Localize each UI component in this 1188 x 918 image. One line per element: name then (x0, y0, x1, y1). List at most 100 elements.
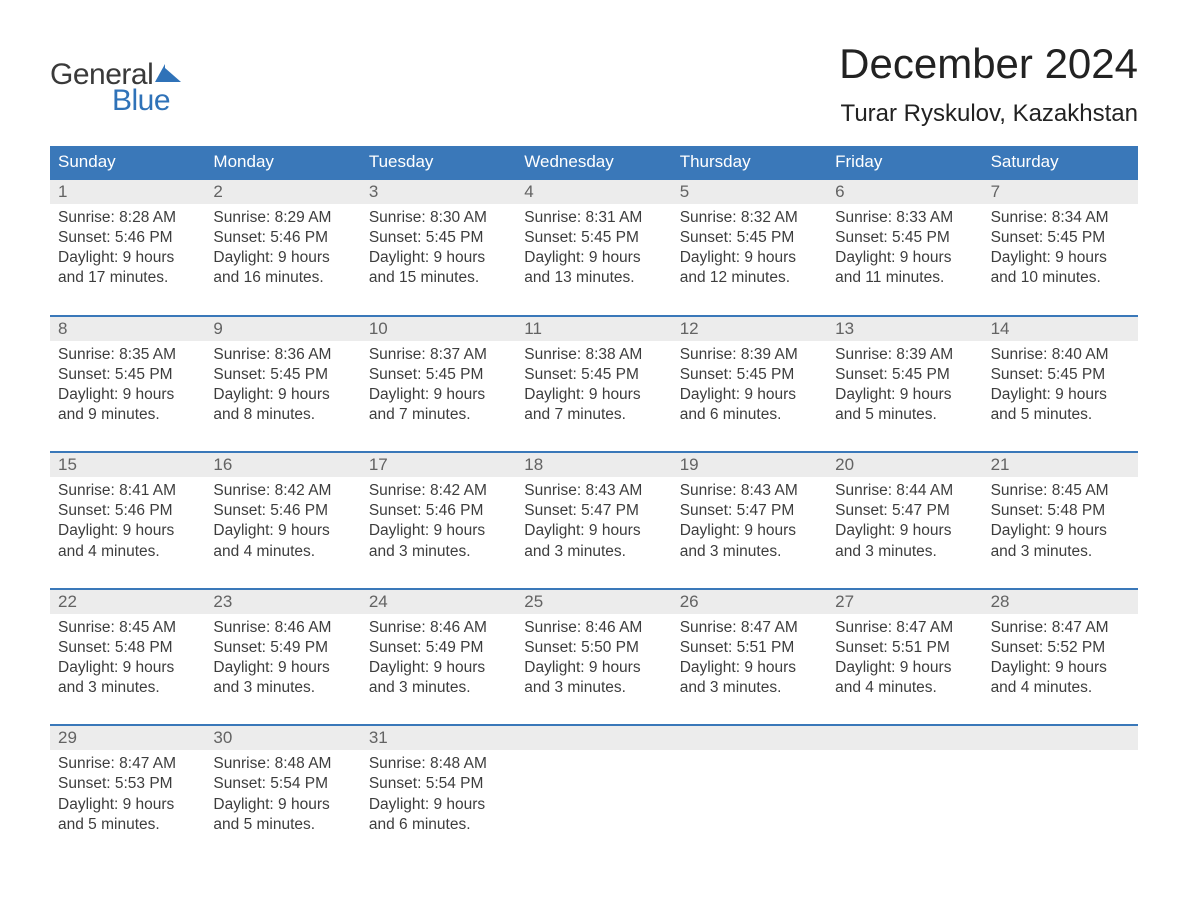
daylight-line2: and 4 minutes. (991, 678, 1130, 698)
daylight-line1: Daylight: 9 hours (213, 521, 352, 541)
day-cell: Sunrise: 8:40 AMSunset: 5:45 PMDaylight:… (983, 341, 1138, 434)
sunset-text: Sunset: 5:45 PM (369, 228, 508, 248)
day-number: 23 (205, 590, 360, 614)
sunset-text: Sunset: 5:49 PM (213, 638, 352, 658)
day-number: 8 (50, 317, 205, 341)
day-number-row: 293031 (50, 726, 1138, 750)
weekday-header: Friday (827, 146, 982, 178)
day-cell: Sunrise: 8:47 AMSunset: 5:51 PMDaylight:… (827, 614, 982, 707)
day-cell: Sunrise: 8:47 AMSunset: 5:51 PMDaylight:… (672, 614, 827, 707)
sunset-text: Sunset: 5:45 PM (835, 365, 974, 385)
daylight-line1: Daylight: 9 hours (991, 385, 1130, 405)
sunset-text: Sunset: 5:46 PM (369, 501, 508, 521)
daylight-line1: Daylight: 9 hours (835, 658, 974, 678)
day-number (672, 726, 827, 750)
daylight-line2: and 3 minutes. (835, 542, 974, 562)
day-number (516, 726, 671, 750)
day-number: 26 (672, 590, 827, 614)
daylight-line2: and 5 minutes. (58, 815, 197, 835)
sunset-text: Sunset: 5:45 PM (213, 365, 352, 385)
day-cell: Sunrise: 8:47 AMSunset: 5:52 PMDaylight:… (983, 614, 1138, 707)
day-number: 10 (361, 317, 516, 341)
sunset-text: Sunset: 5:45 PM (58, 365, 197, 385)
month-title: December 2024 (839, 40, 1138, 88)
sunrise-text: Sunrise: 8:35 AM (58, 345, 197, 365)
daylight-line1: Daylight: 9 hours (835, 248, 974, 268)
day-cell: Sunrise: 8:29 AMSunset: 5:46 PMDaylight:… (205, 204, 360, 297)
sunrise-text: Sunrise: 8:42 AM (369, 481, 508, 501)
day-number: 15 (50, 453, 205, 477)
day-number: 6 (827, 180, 982, 204)
day-cell: Sunrise: 8:45 AMSunset: 5:48 PMDaylight:… (50, 614, 205, 707)
day-cell: Sunrise: 8:33 AMSunset: 5:45 PMDaylight:… (827, 204, 982, 297)
day-cell: Sunrise: 8:35 AMSunset: 5:45 PMDaylight:… (50, 341, 205, 434)
day-number: 4 (516, 180, 671, 204)
day-number: 14 (983, 317, 1138, 341)
day-cell: Sunrise: 8:41 AMSunset: 5:46 PMDaylight:… (50, 477, 205, 570)
day-cell: Sunrise: 8:48 AMSunset: 5:54 PMDaylight:… (205, 750, 360, 843)
daylight-line2: and 4 minutes. (213, 542, 352, 562)
sunset-text: Sunset: 5:47 PM (835, 501, 974, 521)
sunrise-text: Sunrise: 8:31 AM (524, 208, 663, 228)
day-number-row: 1234567 (50, 180, 1138, 204)
day-number: 29 (50, 726, 205, 750)
daylight-line2: and 4 minutes. (835, 678, 974, 698)
daylight-line2: and 13 minutes. (524, 268, 663, 288)
daylight-line2: and 16 minutes. (213, 268, 352, 288)
sunset-text: Sunset: 5:45 PM (369, 365, 508, 385)
day-cell: Sunrise: 8:43 AMSunset: 5:47 PMDaylight:… (672, 477, 827, 570)
day-number: 20 (827, 453, 982, 477)
daylight-line1: Daylight: 9 hours (680, 521, 819, 541)
daylight-line1: Daylight: 9 hours (369, 385, 508, 405)
daylight-line2: and 3 minutes. (524, 678, 663, 698)
sunset-text: Sunset: 5:45 PM (991, 365, 1130, 385)
day-cell (983, 750, 1138, 843)
sunset-text: Sunset: 5:45 PM (524, 365, 663, 385)
daylight-line1: Daylight: 9 hours (680, 248, 819, 268)
daylight-line2: and 4 minutes. (58, 542, 197, 562)
daylight-line2: and 5 minutes. (835, 405, 974, 425)
sunrise-text: Sunrise: 8:37 AM (369, 345, 508, 365)
sunset-text: Sunset: 5:51 PM (680, 638, 819, 658)
day-cell: Sunrise: 8:39 AMSunset: 5:45 PMDaylight:… (672, 341, 827, 434)
sunrise-text: Sunrise: 8:44 AM (835, 481, 974, 501)
daylight-line2: and 15 minutes. (369, 268, 508, 288)
calendar-week: 891011121314Sunrise: 8:35 AMSunset: 5:45… (50, 315, 1138, 434)
day-cell: Sunrise: 8:32 AMSunset: 5:45 PMDaylight:… (672, 204, 827, 297)
day-number: 27 (827, 590, 982, 614)
day-number-row: 22232425262728 (50, 590, 1138, 614)
sunrise-text: Sunrise: 8:39 AM (835, 345, 974, 365)
weekday-header-row: Sunday Monday Tuesday Wednesday Thursday… (50, 146, 1138, 178)
day-number: 30 (205, 726, 360, 750)
sunrise-text: Sunrise: 8:46 AM (213, 618, 352, 638)
sunrise-text: Sunrise: 8:47 AM (991, 618, 1130, 638)
sunset-text: Sunset: 5:47 PM (524, 501, 663, 521)
daylight-line2: and 3 minutes. (369, 542, 508, 562)
daylight-line1: Daylight: 9 hours (213, 248, 352, 268)
daylight-line1: Daylight: 9 hours (213, 795, 352, 815)
sunset-text: Sunset: 5:46 PM (213, 228, 352, 248)
daylight-line2: and 3 minutes. (213, 678, 352, 698)
day-cell: Sunrise: 8:37 AMSunset: 5:45 PMDaylight:… (361, 341, 516, 434)
calendar-week: 293031Sunrise: 8:47 AMSunset: 5:53 PMDay… (50, 724, 1138, 843)
sunrise-text: Sunrise: 8:40 AM (991, 345, 1130, 365)
day-number: 24 (361, 590, 516, 614)
daylight-line2: and 12 minutes. (680, 268, 819, 288)
daylight-line1: Daylight: 9 hours (524, 658, 663, 678)
calendar-week: 1234567Sunrise: 8:28 AMSunset: 5:46 PMDa… (50, 178, 1138, 297)
daylight-line2: and 3 minutes. (369, 678, 508, 698)
sunset-text: Sunset: 5:46 PM (58, 228, 197, 248)
daylight-line2: and 5 minutes. (991, 405, 1130, 425)
daylight-line1: Daylight: 9 hours (680, 385, 819, 405)
location-subtitle: Turar Ryskulov, Kazakhstan (839, 100, 1138, 128)
day-cell: Sunrise: 8:45 AMSunset: 5:48 PMDaylight:… (983, 477, 1138, 570)
daylight-line1: Daylight: 9 hours (369, 521, 508, 541)
daylight-line2: and 3 minutes. (991, 542, 1130, 562)
sunset-text: Sunset: 5:54 PM (369, 774, 508, 794)
daylight-line1: Daylight: 9 hours (213, 658, 352, 678)
day-number: 5 (672, 180, 827, 204)
sunset-text: Sunset: 5:52 PM (991, 638, 1130, 658)
weekday-header: Monday (205, 146, 360, 178)
sunrise-text: Sunrise: 8:34 AM (991, 208, 1130, 228)
sunrise-text: Sunrise: 8:46 AM (524, 618, 663, 638)
